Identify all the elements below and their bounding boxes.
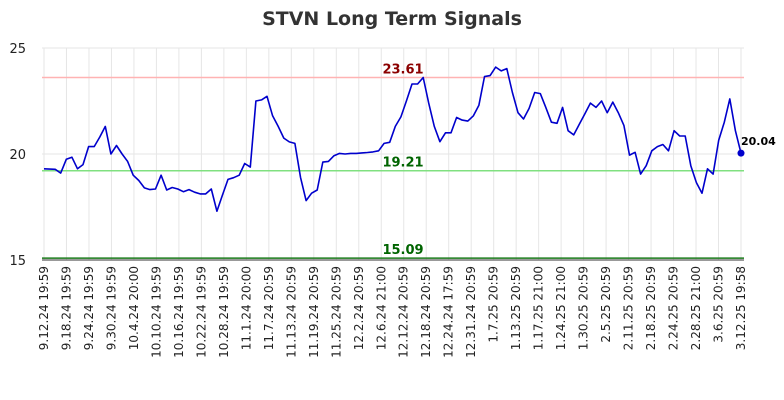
level-label: 23.61 bbox=[382, 62, 423, 77]
level-label: 19.21 bbox=[382, 156, 423, 171]
x-tick-label: 9.18.24 19:59 bbox=[59, 266, 73, 350]
x-tick-label: 1.17.25 21:00 bbox=[532, 266, 546, 350]
price-series: 20.04 bbox=[43, 66, 776, 212]
price-line bbox=[43, 66, 742, 212]
x-tick-label: 12.2.24 20:59 bbox=[352, 266, 366, 350]
last-value-label: 20.04 bbox=[741, 135, 776, 148]
x-tick-label: 10.10.24 19:59 bbox=[149, 266, 163, 358]
axes: 9.12.24 19:59 9.18.24 19:59 9.24.24 19:59 9… bbox=[9, 42, 748, 358]
x-tick-label: 11.25.24 20:59 bbox=[329, 266, 343, 358]
x-tick-label: 12.31.24 20:59 bbox=[464, 266, 478, 358]
chart-title: STVN Long Term Signals bbox=[262, 8, 522, 30]
signal-levels: 23.61 19.21 15.09 bbox=[42, 62, 744, 259]
x-tick-label: 10.22.24 19:59 bbox=[194, 266, 208, 358]
x-tick-label: 1.7.25 20:59 bbox=[487, 266, 501, 343]
x-tick-label: 9.24.24 19:59 bbox=[82, 266, 96, 350]
x-tick-label: 2.28.25 21:00 bbox=[689, 266, 703, 350]
x-tick-label: 10.4.24 20:00 bbox=[127, 266, 141, 350]
last-value-marker bbox=[737, 149, 745, 157]
level-label: 15.09 bbox=[382, 243, 423, 258]
x-tick-label: 3.12.25 19:58 bbox=[734, 266, 748, 350]
x-tick-label: 10.16.24 19:59 bbox=[172, 266, 186, 358]
x-tick-label: 12.12.24 20:59 bbox=[397, 266, 411, 358]
x-tick-label: 9.30.24 19:59 bbox=[104, 266, 118, 350]
x-tick-label: 2.11.25 20:59 bbox=[622, 266, 636, 350]
grid bbox=[42, 47, 744, 261]
y-tick-label: 15 bbox=[9, 254, 26, 269]
x-tick-label: 1.13.25 20:59 bbox=[509, 266, 523, 350]
x-tick-label: 2.18.25 20:59 bbox=[644, 266, 658, 350]
x-tick-label: 12.18.24 20:59 bbox=[419, 266, 433, 358]
x-tick-label: 2.24.25 20:59 bbox=[667, 266, 681, 350]
x-tick-label: 12.24.24 17:59 bbox=[442, 266, 456, 358]
x-tick-label: 12.6.24 21:00 bbox=[374, 266, 388, 350]
x-tick-label: 1.24.25 21:00 bbox=[554, 266, 568, 350]
x-tick-label: 2.5.25 20:59 bbox=[599, 266, 613, 343]
y-tick-label: 20 bbox=[9, 148, 26, 163]
x-tick-label: 1.30.25 20:59 bbox=[577, 266, 591, 350]
x-tick-label: 11.7.24 20:59 bbox=[262, 266, 276, 350]
x-tick-label: 11.1.24 20:00 bbox=[239, 266, 253, 350]
x-tick-label: 11.13.24 20:59 bbox=[284, 266, 298, 358]
x-tick-label: 10.28.24 19:59 bbox=[217, 266, 231, 358]
x-tick-label: 3.6.25 20:59 bbox=[712, 266, 726, 343]
y-tick-label: 25 bbox=[9, 42, 26, 57]
x-tick-label: 11.19.24 20:59 bbox=[307, 266, 321, 358]
x-tick-label: 9.12.24 19:59 bbox=[37, 266, 51, 350]
